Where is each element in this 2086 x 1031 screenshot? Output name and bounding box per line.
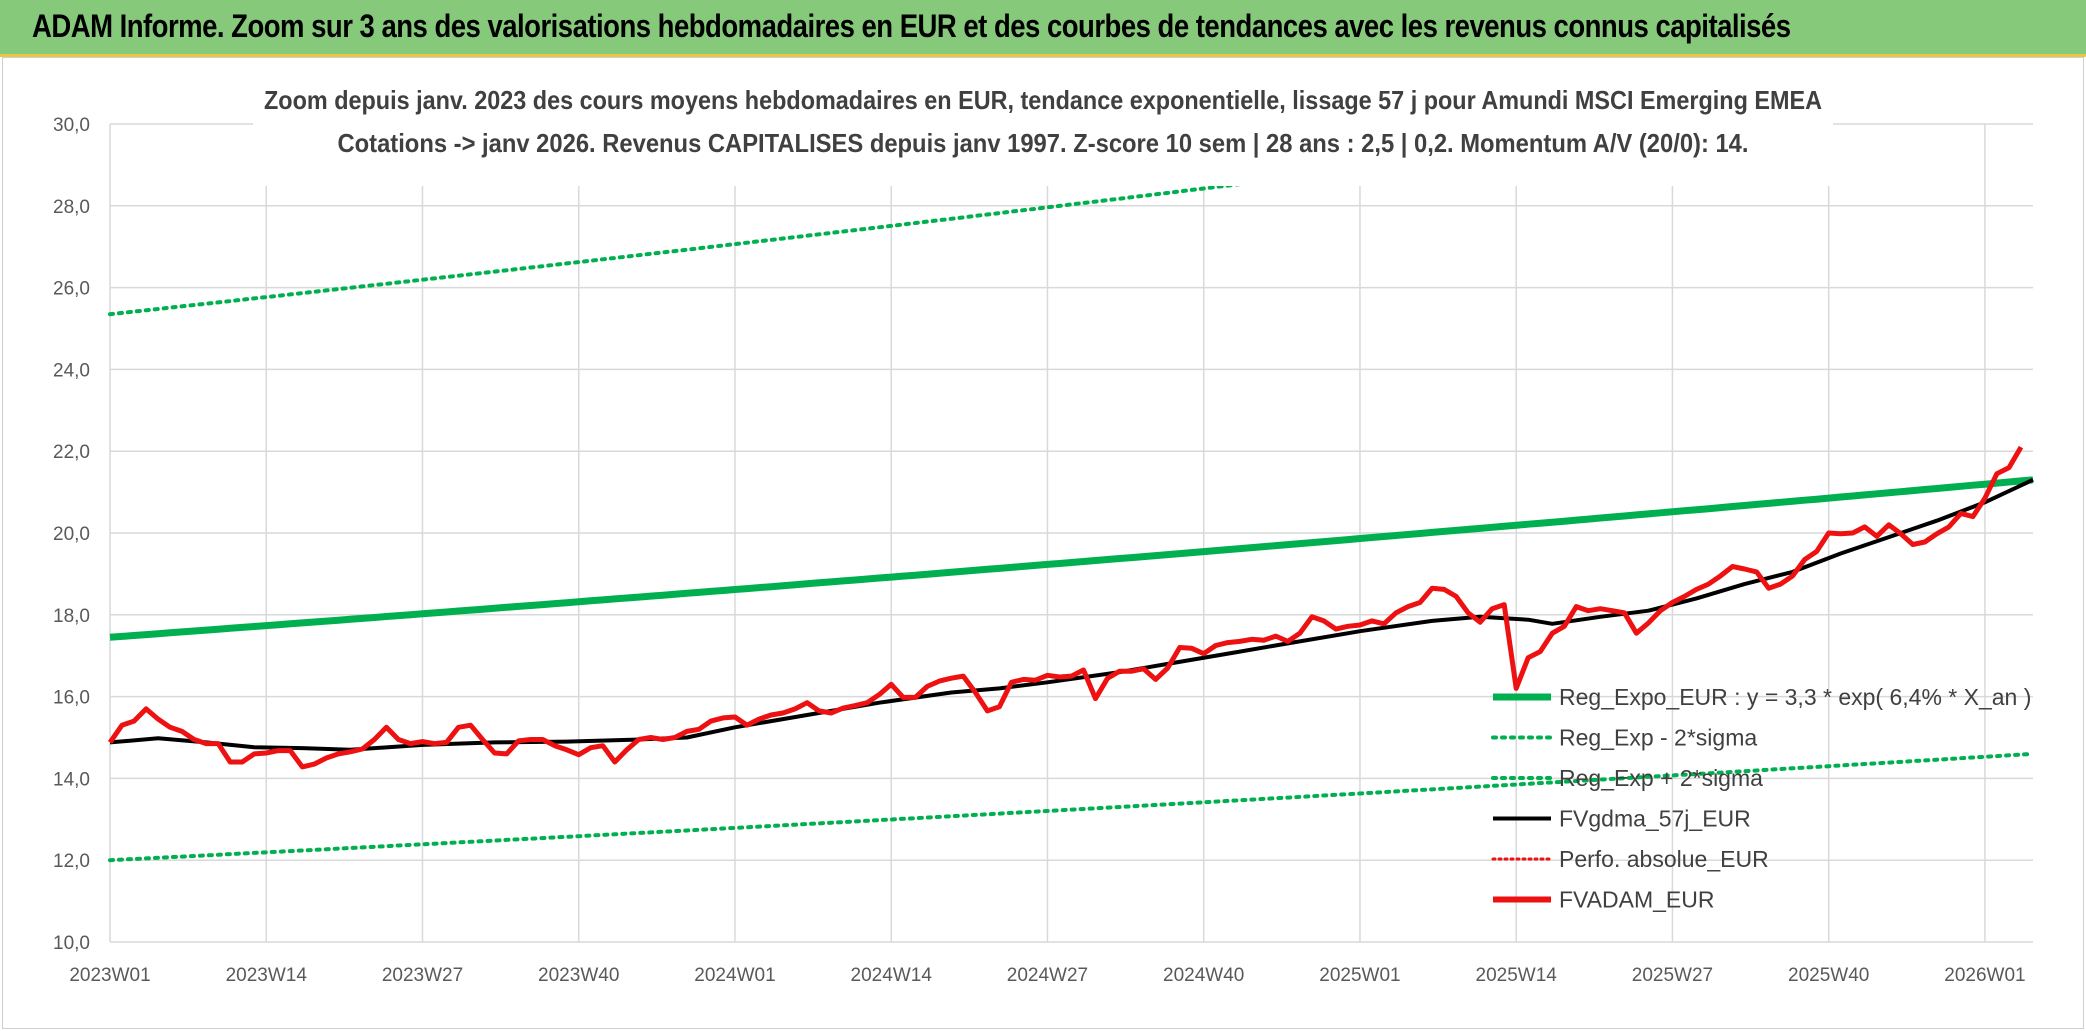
x-tick-label: 2023W14 [226, 965, 308, 986]
report-title: ADAM Informe. Zoom sur 3 ans des valoris… [32, 8, 1791, 44]
y-tick-label: 30,0 [53, 115, 90, 136]
title-background [253, 72, 1833, 186]
legend-label: FVADAM_EUR [1559, 887, 1715, 913]
chart-title: Zoom depuis janv. 2023 des cours moyens … [253, 72, 1833, 186]
x-tick-label: 2025W01 [1319, 965, 1400, 986]
x-tick-label: 2025W40 [1788, 965, 1869, 986]
chart: 10,0 12,0 14,0 16,0 18,0 20,0 22,0 24,0 26,0 28,0… [53, 72, 2035, 986]
x-tick-label: 2023W27 [382, 965, 463, 986]
x-tick-label: 2026W01 [1944, 965, 2025, 986]
x-axis: 2023W01 2023W14 2023W27 2023W40 2024W01 2024W… [69, 965, 2025, 986]
y-tick-label: 28,0 [53, 197, 90, 218]
x-tick-label: 2024W40 [1163, 965, 1244, 986]
x-tick-label: 2023W40 [538, 965, 619, 986]
y-tick-label: 24,0 [53, 360, 90, 381]
y-tick-label: 18,0 [53, 606, 90, 627]
legend-label: FVgdma_57j_EUR [1559, 806, 1751, 832]
series-fvadam [107, 445, 2024, 770]
x-tick-label: 2023W01 [69, 965, 150, 986]
y-axis: 10,0 12,0 14,0 16,0 18,0 20,0 22,0 24,0 26,0 28,0… [53, 115, 90, 954]
y-tick-label: 26,0 [53, 279, 90, 300]
x-tick-label: 2024W27 [1007, 965, 1088, 986]
chart-frame: 10,0 12,0 14,0 16,0 18,0 20,0 22,0 24,0 26,0 28,0… [2, 57, 2084, 1029]
y-tick-label: 12,0 [53, 851, 90, 872]
legend-label: Reg_Exp + 2*sigma [1559, 765, 1763, 791]
legend-label: Perfo. absolue_EUR [1559, 846, 1769, 872]
y-tick-label: 10,0 [53, 933, 90, 954]
y-tick-label: 16,0 [53, 688, 90, 709]
chart-title-line-1: Zoom depuis janv. 2023 des cours moyens … [264, 85, 1822, 115]
report-banner: ADAM Informe. Zoom sur 3 ans des valoris… [0, 0, 2086, 57]
x-tick-label: 2025W14 [1476, 965, 1558, 986]
chart-title-line-2: Cotations -> janv 2026. Revenus CAPITALI… [338, 128, 1749, 158]
x-tick-label: 2024W01 [694, 965, 775, 986]
series-reg-expo [109, 476, 2034, 641]
x-tick-label: 2025W27 [1632, 965, 1713, 986]
y-tick-label: 20,0 [53, 524, 90, 545]
series-layer [107, 121, 2035, 863]
legend: Reg_Expo_EUR : y = 3,3 * exp( 6,4% * X_a… [1491, 684, 2031, 913]
x-tick-label: 2024W14 [851, 965, 933, 986]
y-tick-label: 22,0 [53, 442, 90, 463]
legend-label: Reg_Exp - 2*sigma [1559, 725, 1757, 751]
legend-label: Reg_Expo_EUR : y = 3,3 * exp( 6,4% * X_a… [1559, 684, 2031, 710]
series-reg-exp-minus-2sigma [108, 751, 2035, 863]
y-tick-label: 14,0 [53, 769, 90, 790]
